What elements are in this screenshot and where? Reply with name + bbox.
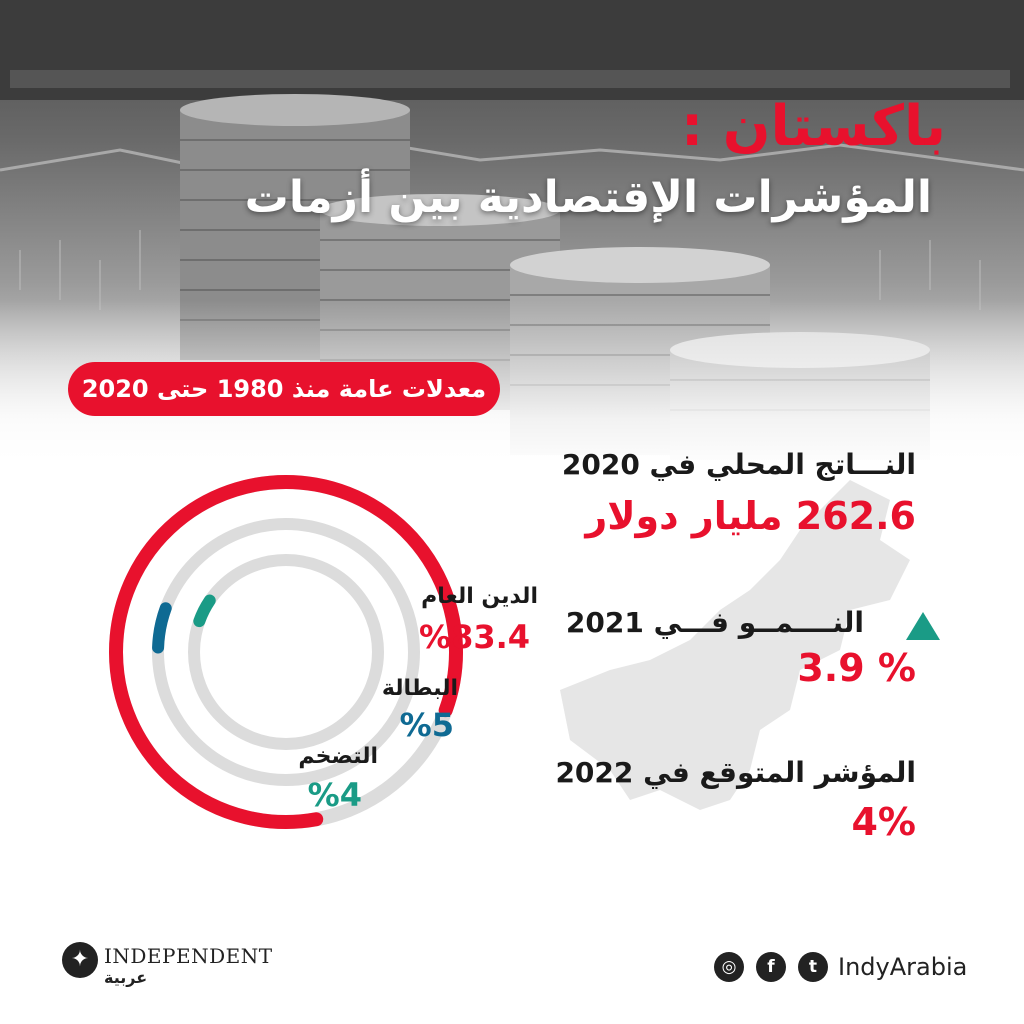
social-handle[interactable]: IndyArabia [838,953,968,981]
growth-value: % 3.9 [797,646,916,690]
inflation-ring-track [188,554,384,750]
independent-logo[interactable]: ✦ INDEPENDENT عربية [62,938,272,994]
unemployment-value: %5 [399,706,454,744]
debt-value: %83.4 [418,618,530,656]
rings-chart [109,475,463,829]
averages-pill: معدلات عامة منذ 1980 حتى 2020 [68,362,500,416]
brand-sub: عربية [104,968,148,987]
title-subtitle: المؤشرات الإقتصادية بين أزمات [244,172,932,223]
title-country: باكستان : [680,94,946,159]
gdp-label: النـــاتج المحلي في 2020 [561,448,916,481]
unemployment-label: البطالة [381,676,458,701]
inflation-label: التضخم [298,744,378,769]
instagram-icon[interactable]: ◎ [714,952,744,982]
outlook-value: 4% [851,800,916,844]
gdp-value: 262.6 مليار دولار [585,494,916,538]
eagle-icon: ✦ [62,942,98,978]
debt-ring [109,475,463,829]
pakistan-map [560,480,910,810]
debt-label: الدين العام [421,584,538,609]
twitter-icon[interactable]: t [798,952,828,982]
facebook-icon[interactable]: f [756,952,786,982]
outlook-label: المؤشر المتوقع في 2022 [555,756,916,789]
unemployment-ring [152,602,172,654]
growth-label: النــــمــو فـــي 2021 [565,606,864,639]
brand-name: INDEPENDENT [104,944,273,968]
inflation-ring [193,594,216,628]
inflation-value: %4 [307,776,362,814]
hero-background [0,0,1024,470]
up-triangle-icon [906,612,940,640]
